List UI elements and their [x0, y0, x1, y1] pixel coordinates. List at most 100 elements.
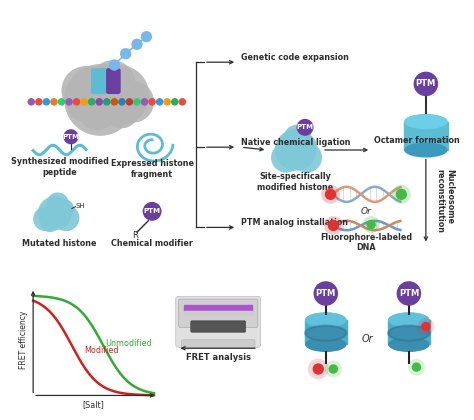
Text: PTM: PTM	[399, 289, 419, 298]
Circle shape	[141, 31, 152, 42]
Ellipse shape	[388, 326, 429, 341]
Circle shape	[120, 48, 131, 59]
Circle shape	[392, 185, 411, 204]
Circle shape	[33, 207, 58, 231]
Circle shape	[73, 98, 81, 105]
Circle shape	[313, 281, 338, 306]
Circle shape	[148, 98, 156, 105]
Text: Expressed histone
fragment: Expressed histone fragment	[110, 159, 193, 178]
Circle shape	[143, 202, 162, 221]
Ellipse shape	[388, 312, 429, 328]
Ellipse shape	[388, 337, 429, 352]
Text: PTM analog installation: PTM analog installation	[241, 218, 348, 227]
Text: Synthesized modified
peptide: Synthesized modified peptide	[10, 157, 109, 177]
Text: PTM: PTM	[416, 79, 436, 88]
Circle shape	[65, 98, 73, 105]
Circle shape	[328, 364, 338, 374]
Circle shape	[408, 359, 425, 375]
Circle shape	[46, 192, 69, 215]
Text: Nucleosome
reconstitution: Nucleosome reconstitution	[435, 169, 455, 233]
Circle shape	[38, 196, 72, 230]
Circle shape	[95, 98, 103, 105]
Circle shape	[126, 98, 133, 105]
Circle shape	[81, 98, 88, 105]
Ellipse shape	[404, 114, 447, 129]
Circle shape	[156, 98, 164, 105]
FancyBboxPatch shape	[179, 299, 258, 328]
Circle shape	[179, 98, 186, 105]
Circle shape	[64, 129, 79, 144]
Circle shape	[397, 281, 421, 306]
Ellipse shape	[305, 326, 346, 341]
Circle shape	[118, 98, 126, 105]
FancyBboxPatch shape	[182, 340, 255, 347]
Circle shape	[328, 220, 339, 231]
Circle shape	[171, 98, 179, 105]
Circle shape	[275, 129, 316, 171]
Text: Native chemical ligation: Native chemical ligation	[241, 138, 350, 147]
Circle shape	[89, 65, 149, 126]
Text: Or: Or	[361, 207, 372, 216]
Circle shape	[325, 360, 342, 378]
Circle shape	[79, 92, 116, 130]
Ellipse shape	[305, 326, 346, 341]
Ellipse shape	[388, 326, 429, 341]
Text: PTM: PTM	[297, 124, 313, 130]
Circle shape	[396, 189, 407, 200]
Circle shape	[35, 98, 43, 105]
Circle shape	[271, 142, 301, 173]
Circle shape	[164, 98, 171, 105]
Text: PTM: PTM	[63, 134, 80, 140]
Circle shape	[366, 220, 376, 229]
Ellipse shape	[388, 312, 429, 328]
Text: PTM: PTM	[316, 289, 336, 298]
Circle shape	[297, 119, 313, 136]
Circle shape	[55, 199, 74, 218]
Text: Fluorophore-labeled
DNA: Fluorophore-labeled DNA	[320, 233, 412, 252]
Circle shape	[27, 98, 35, 105]
Text: [Salt]: [Salt]	[82, 400, 104, 410]
Circle shape	[325, 189, 336, 200]
FancyBboxPatch shape	[184, 305, 252, 311]
Circle shape	[421, 322, 430, 331]
FancyBboxPatch shape	[176, 297, 261, 347]
Text: Unmodified: Unmodified	[106, 339, 152, 348]
Circle shape	[58, 98, 65, 105]
Circle shape	[312, 363, 324, 375]
Circle shape	[64, 64, 136, 136]
Circle shape	[112, 81, 154, 123]
Circle shape	[412, 362, 421, 372]
Text: R: R	[132, 231, 138, 240]
Circle shape	[110, 98, 118, 105]
Text: SH: SH	[76, 203, 85, 209]
Circle shape	[90, 60, 135, 105]
Text: FRET efficiency: FRET efficiency	[19, 310, 28, 369]
FancyBboxPatch shape	[91, 69, 109, 93]
Text: PTM: PTM	[144, 208, 161, 214]
Text: FRET analysis: FRET analysis	[186, 353, 251, 362]
Circle shape	[53, 205, 80, 231]
Ellipse shape	[305, 337, 346, 352]
FancyBboxPatch shape	[107, 69, 120, 93]
Ellipse shape	[404, 142, 447, 158]
Circle shape	[283, 124, 311, 153]
Circle shape	[131, 39, 143, 50]
Ellipse shape	[305, 312, 346, 328]
Circle shape	[41, 213, 60, 232]
Circle shape	[418, 318, 434, 335]
FancyBboxPatch shape	[191, 321, 246, 332]
Circle shape	[292, 142, 322, 173]
Circle shape	[324, 216, 343, 235]
Circle shape	[321, 185, 340, 204]
Text: Site-specifically
modified histone: Site-specifically modified histone	[257, 172, 334, 192]
FancyBboxPatch shape	[305, 320, 346, 344]
Ellipse shape	[404, 114, 447, 129]
Circle shape	[88, 98, 95, 105]
FancyBboxPatch shape	[184, 311, 252, 315]
Circle shape	[103, 98, 110, 105]
Circle shape	[62, 66, 110, 115]
FancyBboxPatch shape	[388, 320, 429, 344]
Circle shape	[133, 98, 141, 105]
Text: Chemical modifier: Chemical modifier	[111, 239, 193, 248]
Circle shape	[308, 359, 328, 379]
